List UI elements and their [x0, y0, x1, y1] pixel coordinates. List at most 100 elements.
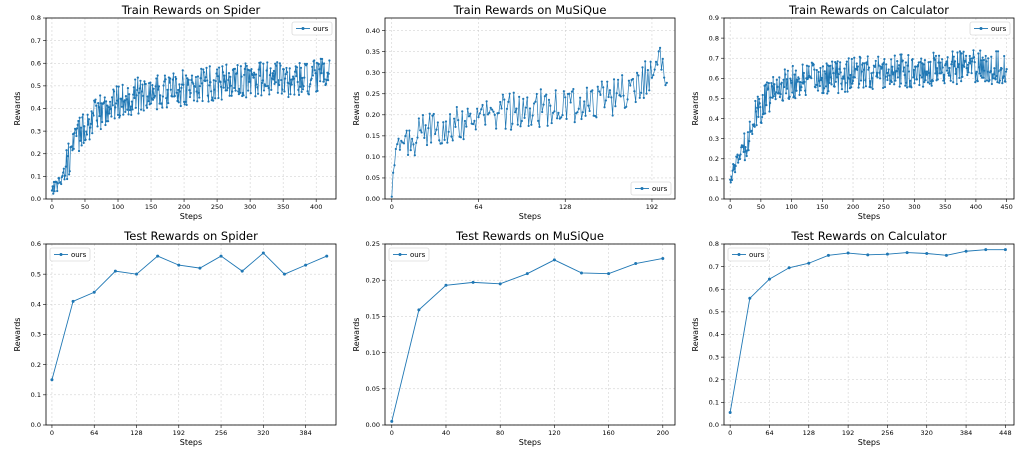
data-point	[846, 90, 849, 93]
data-point	[598, 90, 601, 93]
panel-test-calculator: 0 64 128 192 256 320 384 448 0.0 0.1 0.2 0.3 0.4 0.5 0…	[680, 226, 1020, 452]
data-point	[493, 113, 496, 116]
data-point	[258, 74, 262, 77]
data-point	[228, 94, 231, 97]
data-point	[79, 126, 83, 129]
data-point	[950, 63, 953, 66]
legend-marker-icon	[979, 27, 983, 30]
data-point	[105, 100, 108, 103]
data-point	[305, 62, 309, 65]
data-point	[579, 271, 583, 275]
data-point	[79, 139, 82, 142]
data-point	[556, 117, 559, 120]
chart-title: Test Rewards on Calculator	[790, 229, 946, 243]
data-point	[141, 83, 144, 86]
data-point	[665, 81, 668, 84]
data-point	[993, 67, 996, 70]
data-point	[946, 56, 949, 59]
data-point	[287, 82, 291, 85]
data-point	[404, 134, 407, 138]
data-point	[798, 93, 801, 96]
data-point	[604, 99, 607, 102]
data-point	[913, 82, 916, 85]
legend-marker-icon	[59, 253, 63, 256]
data-point	[86, 113, 89, 116]
data-point	[66, 177, 69, 181]
legend-box	[969, 21, 1011, 36]
data-point	[648, 89, 651, 92]
data-point	[431, 114, 434, 117]
data-point	[823, 70, 826, 73]
data-point	[251, 74, 254, 77]
data-point	[237, 90, 240, 93]
data-point	[50, 189, 54, 192]
data-point	[661, 57, 664, 60]
data-point	[265, 69, 268, 72]
data-point	[82, 141, 85, 145]
data-point	[593, 114, 597, 118]
data-point	[770, 81, 773, 85]
data-point	[124, 110, 127, 113]
data-point	[204, 76, 207, 79]
data-point	[235, 72, 239, 75]
data-point	[786, 69, 789, 72]
data-point	[278, 83, 281, 87]
data-point	[167, 101, 170, 105]
data-point	[864, 85, 868, 88]
data-point	[149, 102, 153, 105]
data-point	[492, 110, 495, 113]
data-point	[846, 251, 850, 255]
data-point	[832, 72, 835, 75]
data-point	[138, 87, 141, 90]
data-point	[907, 53, 910, 57]
x-tick-label: 256	[215, 429, 227, 437]
data-point	[851, 79, 855, 83]
data-point	[280, 92, 283, 95]
legend-marker-icon	[398, 253, 402, 256]
data-point	[810, 77, 813, 80]
data-point	[569, 101, 572, 104]
data-point	[236, 64, 239, 67]
legend-label: ours	[410, 251, 426, 259]
data-point	[870, 77, 874, 80]
data-point	[156, 74, 159, 77]
data-point	[181, 69, 184, 72]
plot-frame	[723, 17, 1015, 200]
data-point	[792, 95, 796, 98]
data-point	[522, 97, 525, 100]
data-point	[84, 138, 87, 141]
data-point	[511, 122, 514, 125]
data-point	[877, 55, 880, 58]
data-point	[902, 66, 906, 69]
data-point	[561, 113, 564, 117]
data-point	[237, 93, 240, 96]
data-point	[813, 68, 816, 71]
data-point	[966, 63, 970, 66]
data-point	[849, 73, 852, 77]
data-point	[220, 98, 223, 101]
data-point	[802, 82, 805, 85]
data-point	[848, 77, 851, 80]
data-point	[750, 129, 753, 132]
data-point	[223, 74, 226, 77]
data-point	[268, 74, 272, 77]
data-point	[432, 112, 435, 116]
data-point	[233, 67, 237, 70]
data-point	[190, 74, 194, 77]
data-point	[486, 113, 490, 116]
data-point	[573, 121, 576, 124]
chart-svg-train-calculator: 0 50 100 150 200 250 300 350 400 450 0.0 0.1 0.2 0.3 0…	[691, 3, 1015, 221]
data-point	[250, 68, 253, 71]
data-point	[311, 65, 314, 68]
data-point	[226, 86, 229, 90]
data-point	[772, 95, 775, 98]
data-point	[136, 76, 139, 79]
data-point	[239, 65, 242, 68]
data-point	[905, 81, 908, 84]
data-point	[75, 134, 78, 138]
data-point	[268, 93, 271, 96]
data-point	[928, 71, 931, 75]
data-point	[878, 77, 882, 80]
data-point	[454, 125, 457, 129]
data-point	[985, 60, 988, 63]
